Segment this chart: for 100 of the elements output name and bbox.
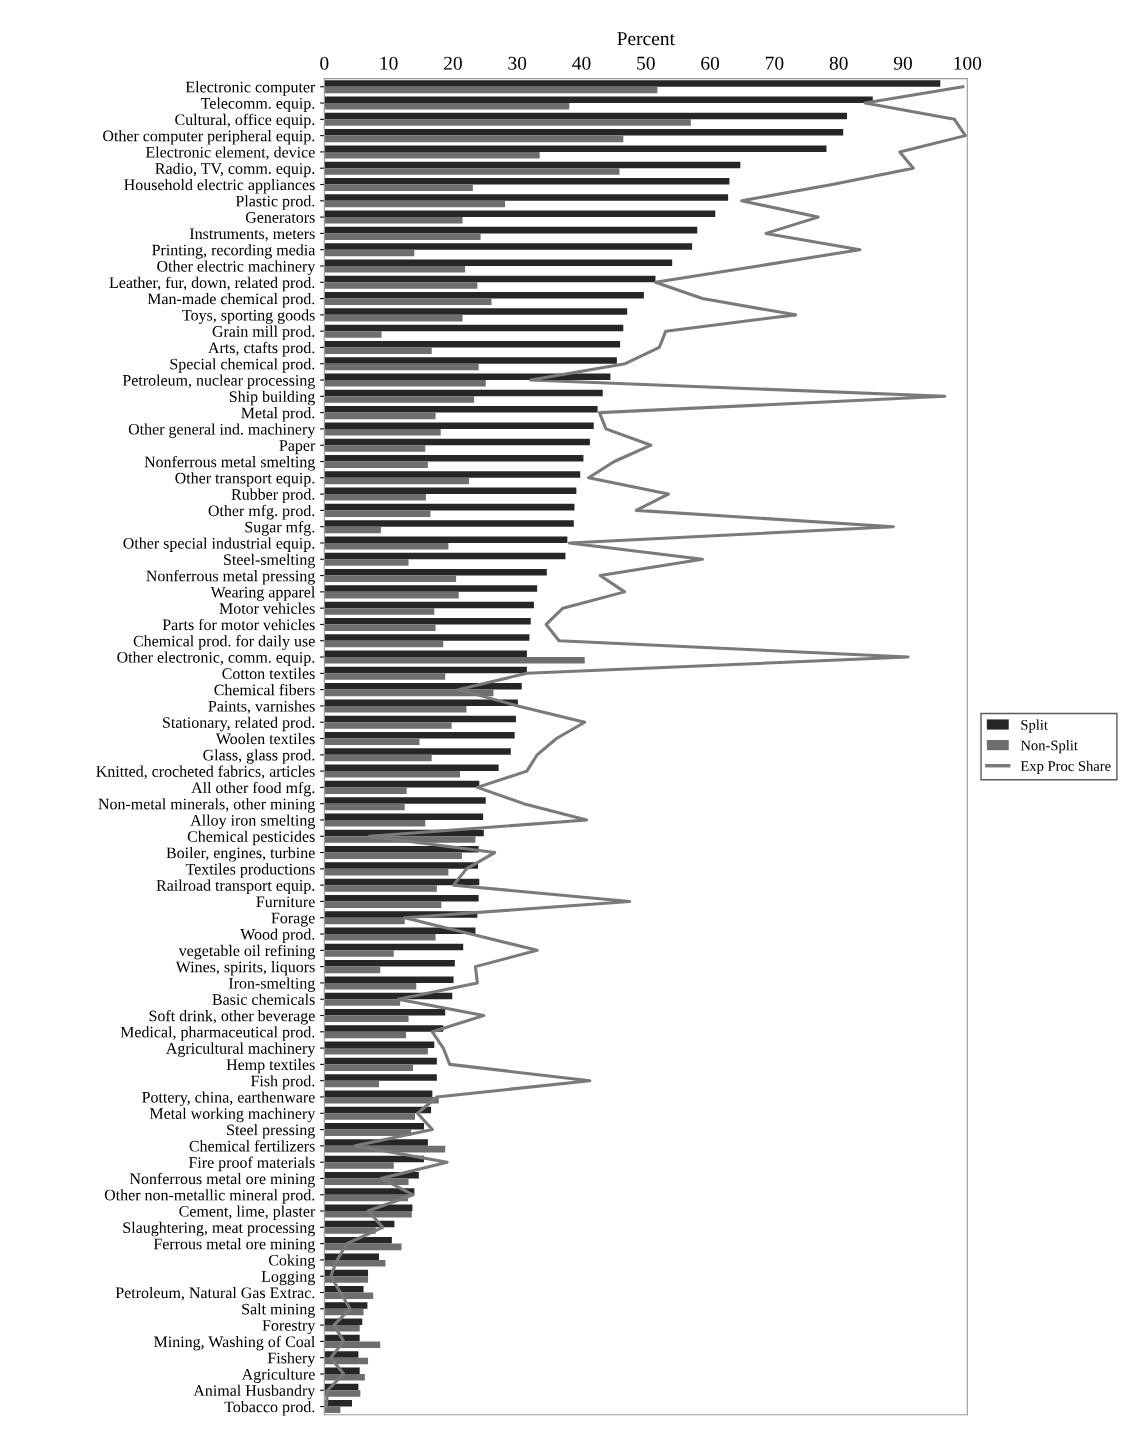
y-tick-label: Chemical pesticides [187, 830, 315, 846]
bar [324, 347, 432, 354]
x-tick-label: 20 [444, 56, 462, 70]
x-tick-label: 90 [893, 56, 912, 70]
bar [324, 275, 656, 283]
y-tick-label: vegetable oil refining [178, 944, 315, 960]
bar [324, 314, 463, 322]
bar [324, 151, 540, 159]
x-tick-label: 0 [320, 56, 329, 70]
bar [324, 249, 415, 257]
y-tick-label: Glass, glass prod. [203, 749, 315, 764]
y-tick-label: Electronic element, device [145, 146, 315, 160]
bar [324, 210, 716, 218]
bar [324, 608, 435, 615]
bar [324, 1285, 364, 1293]
bar [324, 601, 534, 609]
bar [324, 510, 431, 517]
y-tick-label: Nonferrous metal ore mining [129, 1172, 315, 1188]
bar [324, 487, 577, 495]
bar [324, 966, 381, 974]
bar [324, 901, 442, 908]
bar [324, 135, 624, 143]
bar [324, 722, 452, 729]
bar [324, 657, 585, 664]
y-tick-label: Ferrous metal ore mining [153, 1238, 315, 1253]
y-tick-label: Telecomm. equip. [200, 97, 315, 112]
bar [324, 422, 594, 429]
y-tick-label: Cultural, office equip. [175, 113, 315, 129]
y-tick-label: Salt mining [242, 1303, 315, 1318]
y-tick-label: Arts, ctafts prod. [208, 341, 315, 357]
bar [324, 308, 628, 315]
bar [324, 846, 479, 853]
y-tick-label: Ship building [229, 390, 315, 406]
y-tick-label: Chemical fibers [214, 683, 315, 696]
y-tick-label: Mining, Washing of Coal [154, 1335, 315, 1351]
y-tick-label: Plastic prod. [235, 195, 315, 210]
bar [324, 1008, 446, 1016]
y-tick-label: Forage [271, 912, 315, 927]
bar [324, 265, 466, 273]
bar [324, 1025, 444, 1032]
bar [324, 569, 547, 576]
bar [324, 673, 446, 680]
bar [324, 324, 624, 332]
y-tick-label: Tobacco prod. [224, 1401, 315, 1416]
bar [324, 243, 693, 250]
bar [324, 445, 426, 452]
y-tick-label: Cotton textiles [222, 667, 315, 680]
x-tick-label: 50 [637, 56, 655, 70]
bar [324, 184, 473, 192]
bar [324, 536, 568, 543]
bar [324, 461, 428, 469]
legend-label: Split [1021, 719, 1048, 733]
y-tick-label: Wearing apparel [210, 586, 315, 601]
bar [324, 705, 467, 713]
x-tick-label: 40 [572, 56, 591, 70]
y-tick-label: Rubber prod. [231, 488, 315, 504]
bar [324, 1302, 368, 1309]
bar [324, 575, 457, 583]
y-tick-label: Animal Husbandry [193, 1384, 316, 1400]
y-tick-label: Printing, recording media [152, 244, 316, 259]
legend-label: Non-Split [1020, 740, 1078, 754]
bar [324, 1041, 435, 1049]
bar [324, 520, 574, 527]
y-tick-label: Man-made chemical prod. [147, 293, 315, 308]
y-tick-label: Nonferrous metal pressing [146, 569, 315, 585]
bar [324, 380, 486, 387]
bar [324, 389, 603, 397]
bar [324, 1031, 406, 1039]
bar [324, 894, 479, 902]
bar [324, 119, 691, 126]
y-tick-label: Wood prod. [240, 928, 315, 943]
x-tick-label: 60 [701, 56, 720, 70]
bar [324, 683, 522, 690]
y-tick-label: Other non-metallic mineral prod. [104, 1189, 315, 1204]
y-tick-label: Motor vehicles [219, 602, 315, 614]
y-tick-label: Fire proof materials [188, 1156, 315, 1172]
y-tick-label: Chemical fertilizers [189, 1140, 315, 1152]
bar [324, 438, 590, 446]
bar [324, 552, 566, 560]
y-tick-label: Non-metal minerals, other mining [98, 798, 315, 813]
bar [324, 934, 436, 941]
bar [324, 526, 381, 534]
y-tick-label: Electronic computer [185, 81, 316, 96]
bar [324, 852, 462, 860]
y-tick-label: Logging [261, 1271, 315, 1286]
y-tick-label: Paper [279, 440, 316, 455]
bar [324, 259, 673, 266]
y-tick-label: Woolen textiles [215, 732, 315, 745]
x-tick-label: 70 [765, 56, 784, 70]
bar [324, 177, 730, 185]
y-tick-label: Parts for motor vehicles [162, 618, 315, 631]
bar [324, 640, 444, 648]
y-tick-label: Paints, varnishes [208, 700, 315, 714]
y-tick-label: Knitted, crocheted fabrics, articles [96, 765, 315, 780]
bar [324, 803, 405, 811]
y-tick-label: Household electric appliances [124, 178, 315, 194]
bar [324, 748, 511, 755]
y-tick-label: Radio, TV, comm. equip. [155, 162, 315, 178]
y-tick-label: Generators [245, 212, 315, 223]
bar [324, 363, 479, 371]
